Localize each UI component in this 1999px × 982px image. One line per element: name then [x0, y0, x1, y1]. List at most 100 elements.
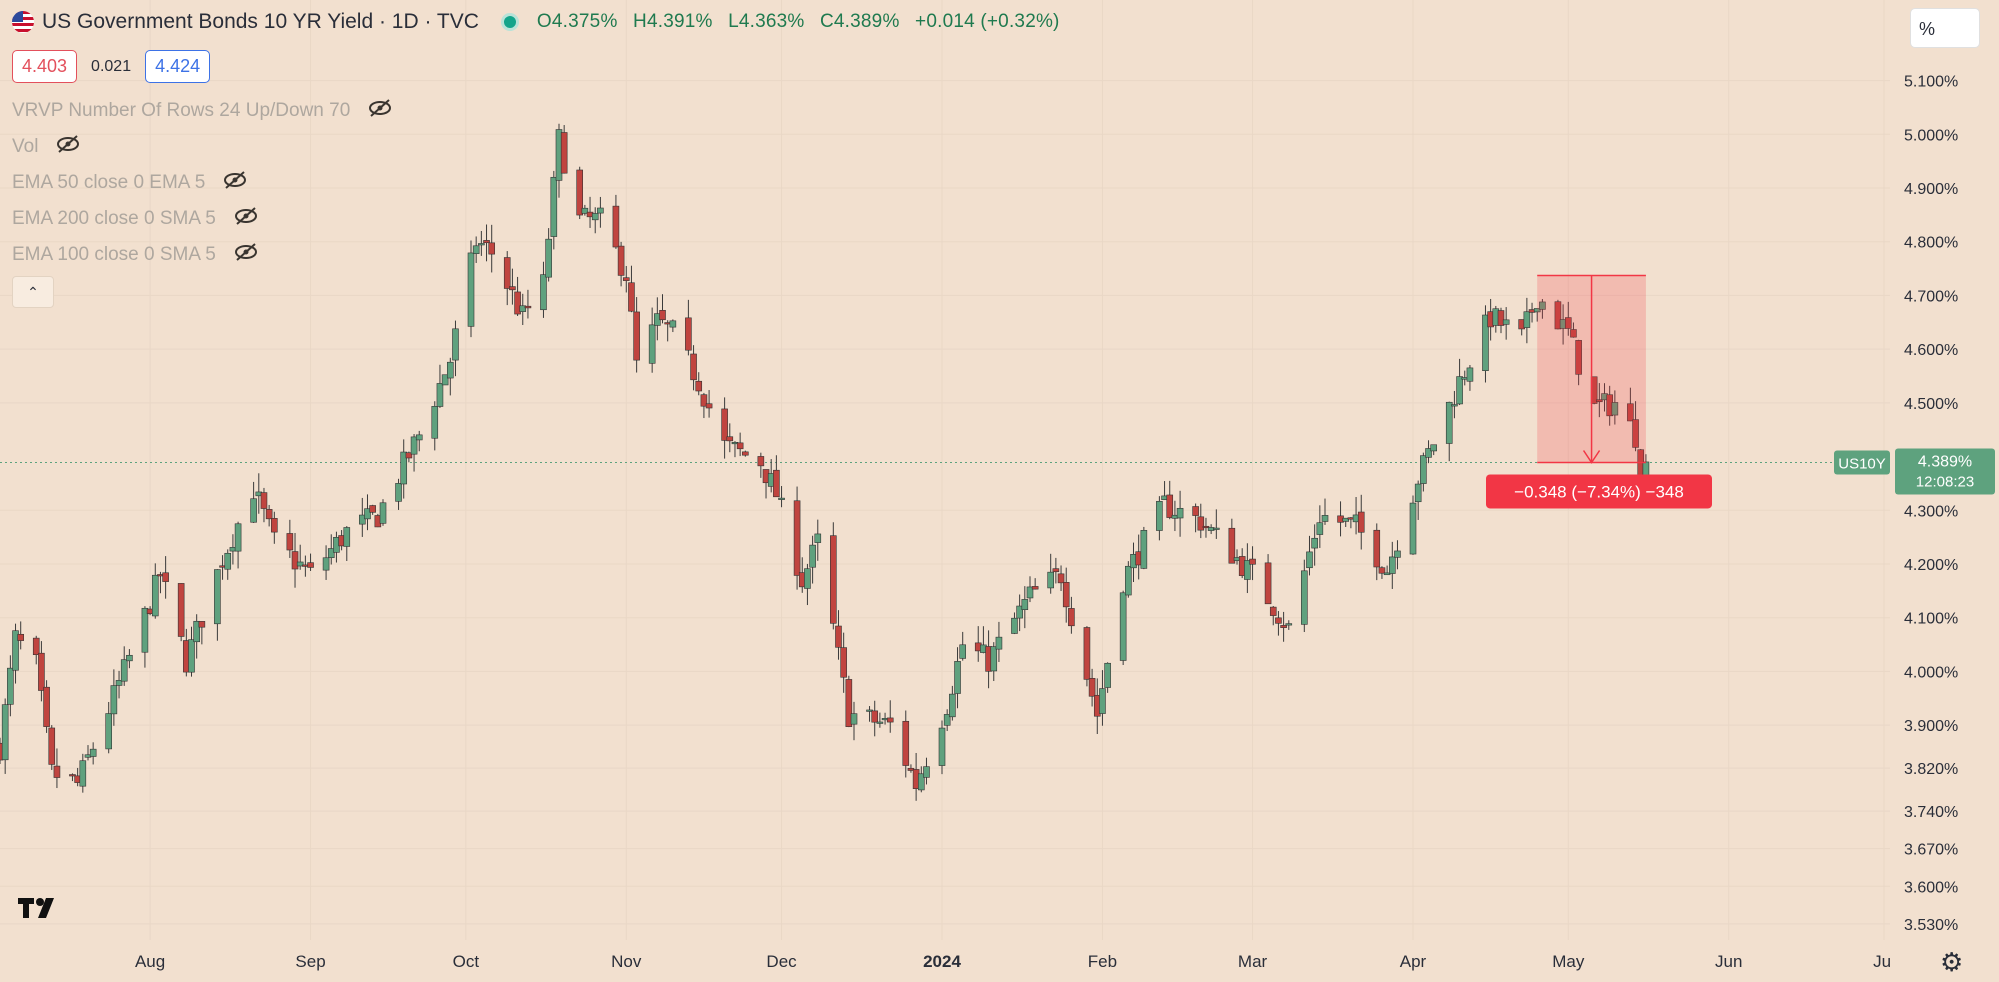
candle-body — [1026, 586, 1034, 599]
sell-price-button[interactable]: 4.403 — [12, 50, 78, 83]
candle-body — [509, 286, 516, 291]
candle-body — [690, 353, 697, 381]
indicator-row[interactable]: EMA 100 close 0 SMA 5 — [12, 242, 258, 267]
percent-scale-button[interactable]: % — [1910, 8, 1980, 48]
candle-body — [1099, 688, 1106, 714]
trade-buttons: 4.403 0.021 4.424 — [12, 50, 211, 83]
last-price-tag — [1895, 448, 1995, 495]
candle-body — [871, 710, 879, 723]
candle-body — [726, 436, 734, 442]
candle-body — [327, 548, 335, 559]
eye-hidden-icon[interactable] — [234, 206, 258, 231]
candle-body — [648, 324, 656, 364]
candle-body — [250, 498, 257, 523]
y-tick-label: 3.820% — [1904, 761, 1958, 778]
candle-body — [757, 456, 765, 467]
candle-body — [617, 245, 625, 276]
indicator-row[interactable]: EMA 50 close 0 EMA 5 — [12, 170, 247, 195]
symbol-title[interactable]: US Government Bonds 10 YR Yield · 1D · T… — [42, 10, 479, 33]
candle-body — [436, 383, 444, 407]
candle-body — [1031, 586, 1039, 590]
measure-label-box — [1486, 474, 1712, 509]
candle-body — [1596, 399, 1603, 403]
settings-gear-icon[interactable]: ⚙ — [1940, 947, 1964, 977]
candle-body — [886, 717, 894, 723]
x-tick-label: Apr — [1400, 952, 1427, 971]
candle-body — [591, 213, 599, 221]
candle-body — [1264, 562, 1272, 605]
candle-body — [126, 654, 133, 662]
candle-body — [369, 505, 376, 513]
candle-body — [612, 205, 620, 248]
candle-body — [1451, 404, 1458, 407]
candle-body — [1119, 592, 1127, 661]
candle-body — [695, 380, 703, 392]
candle-body — [938, 727, 946, 766]
candle-body — [850, 713, 858, 725]
candle-body — [1394, 550, 1401, 558]
eye-hidden-icon[interactable] — [56, 134, 80, 159]
candle-body — [1156, 501, 1163, 531]
indicator-row[interactable]: EMA 200 close 0 SMA 5 — [12, 206, 258, 231]
candle-body — [1285, 623, 1293, 626]
candle-body — [949, 693, 956, 718]
candle-body — [1611, 402, 1619, 416]
candle-body — [296, 561, 304, 567]
candle-body — [1554, 301, 1562, 330]
candle-body — [597, 207, 604, 214]
candle-body — [902, 720, 910, 766]
candle-body — [793, 500, 801, 576]
symbol-tag — [1834, 450, 1890, 475]
candle-body — [271, 518, 278, 533]
candle-body — [1301, 570, 1308, 625]
candle-body — [1564, 317, 1572, 329]
measure-tool[interactable]: −0.348 (−7.34%) −348 — [1486, 274, 1712, 509]
candle-body — [943, 714, 951, 726]
candle-body — [1523, 311, 1531, 328]
candle-body — [1197, 516, 1205, 531]
y-tick-label: 4.300% — [1904, 503, 1958, 520]
x-tick-label: Aug — [135, 952, 165, 971]
candle-body — [1430, 444, 1438, 452]
candle-body — [1482, 314, 1489, 371]
candle-body — [1533, 308, 1541, 313]
candle-body — [721, 408, 728, 441]
candle-body — [141, 607, 149, 653]
eye-hidden-icon[interactable] — [223, 170, 247, 195]
eye-hidden-icon[interactable] — [368, 98, 392, 123]
indicator-label: EMA 100 close 0 SMA 5 — [12, 243, 216, 265]
chart-legend: US Government Bonds 10 YR Yield · 1D · T… — [12, 10, 1070, 34]
tradingview-logo-icon[interactable] — [16, 894, 64, 932]
candle-body — [1011, 617, 1018, 634]
market-status-icon[interactable] — [500, 13, 519, 31]
candle-body — [576, 169, 583, 216]
candle-body — [307, 562, 314, 568]
candle-body — [1166, 494, 1174, 518]
candle-body — [1176, 507, 1184, 519]
indicator-row[interactable]: Vol — [12, 134, 80, 159]
y-tick-label: 5.100% — [1904, 74, 1958, 91]
candle-body — [38, 652, 45, 691]
collapse-legend-button[interactable]: ⌃ — [12, 276, 54, 308]
candle-body — [669, 320, 677, 328]
candle-body — [405, 452, 413, 459]
y-tick-label: 4.800% — [1904, 235, 1958, 252]
candle-body — [550, 176, 558, 237]
candle-body — [446, 361, 454, 379]
candle-body — [48, 727, 56, 765]
candle-body — [188, 639, 195, 673]
candle-body — [830, 535, 837, 624]
x-tick-label: Mar — [1238, 952, 1268, 971]
candle-body — [483, 240, 490, 244]
candle-body — [120, 659, 128, 682]
y-tick-label: 4.200% — [1904, 557, 1958, 574]
candle-body — [1414, 483, 1422, 503]
candle-body — [1502, 319, 1510, 325]
eye-hidden-icon[interactable] — [234, 242, 258, 267]
buy-price-button[interactable]: 4.424 — [145, 50, 211, 83]
indicator-row[interactable]: VRVP Number Of Rows 24 Up/Down 70 — [12, 98, 392, 123]
candle-body — [1016, 605, 1023, 619]
indicator-label: Vol — [12, 135, 39, 157]
candle-body — [343, 527, 351, 547]
